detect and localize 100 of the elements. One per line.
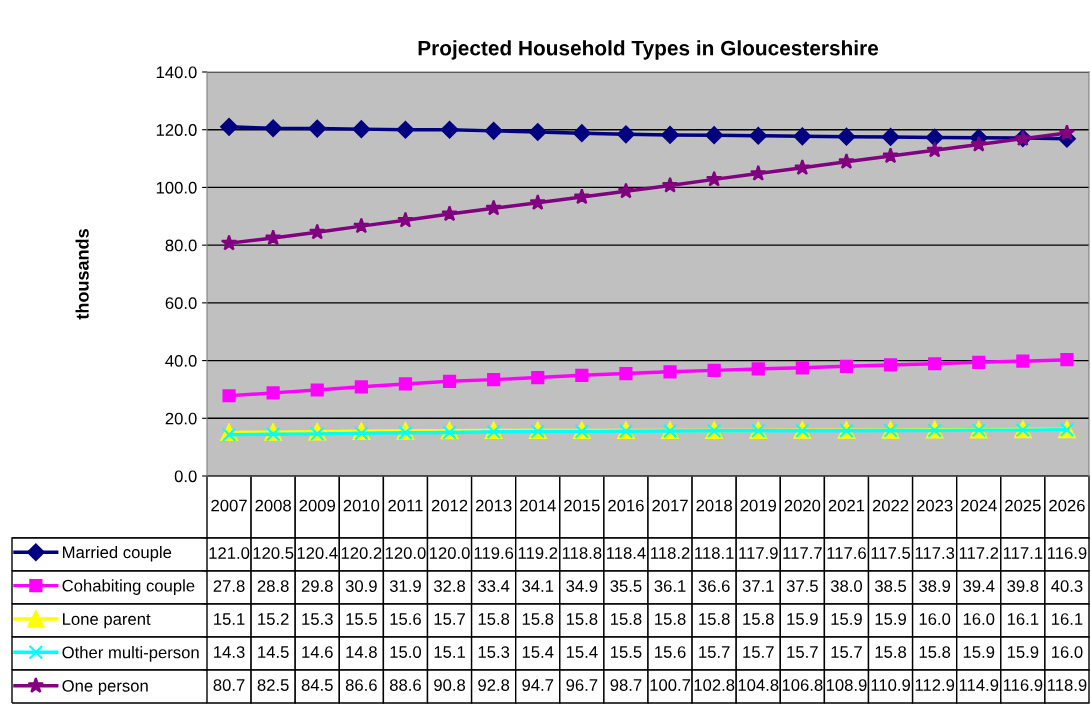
data-label: 15.9	[1007, 646, 1039, 658]
data-label: 15.1	[434, 646, 465, 658]
data-label: 82.5	[257, 679, 289, 691]
data-label: 118.4	[606, 547, 646, 559]
data-label: 15.7	[831, 646, 862, 658]
legend-label: One person	[62, 679, 148, 696]
data-label: 34.1	[522, 580, 554, 592]
data-label: 120.4	[297, 547, 338, 559]
data-label: 14.8	[346, 646, 377, 658]
data-label: 15.1	[214, 613, 245, 625]
data-label: 117.7	[783, 547, 822, 559]
data-label: 15.7	[434, 613, 465, 625]
data-label: 29.8	[301, 580, 333, 592]
data-label: 15.6	[390, 613, 421, 625]
x-tick-label: 2014	[520, 499, 556, 512]
data-label: 118.2	[651, 547, 690, 559]
data-label: 15.2	[258, 613, 289, 625]
legend-label: Other multi-person	[62, 646, 199, 662]
data-label: 120.0	[429, 547, 470, 559]
y-tick-label: 120.0	[156, 124, 197, 136]
data-label: 98.7	[610, 679, 642, 691]
data-label: 30.9	[345, 580, 377, 592]
data-label: 117.1	[1003, 547, 1043, 559]
data-label: 84.5	[301, 679, 333, 691]
data-label: 106.8	[782, 679, 823, 691]
x-tick-label: 2020	[784, 499, 821, 512]
data-label: 80.7	[213, 679, 245, 691]
data-label: 16.0	[1052, 646, 1083, 658]
data-label: 35.5	[610, 580, 642, 592]
data-label: 15.9	[963, 646, 995, 658]
data-label: 117.6	[827, 547, 866, 559]
data-label: 28.8	[257, 580, 289, 592]
y-tick-label: 140.0	[156, 66, 197, 79]
data-label: 100.7	[650, 679, 691, 691]
data-label: 114.9	[959, 679, 999, 691]
data-label: 118.8	[562, 547, 602, 559]
data-label: 15.9	[787, 613, 818, 625]
x-tick-label: 2016	[608, 499, 644, 512]
data-label: 121.0	[209, 547, 250, 559]
data-label: 15.9	[831, 613, 862, 625]
data-label: 120.5	[253, 547, 294, 559]
data-label: 120.2	[341, 547, 382, 559]
x-tick-label: 2010	[343, 499, 380, 512]
data-label: 16.0	[963, 613, 995, 625]
data-label: 14.6	[302, 646, 333, 658]
data-label: 15.8	[699, 613, 730, 625]
x-tick-label: 2019	[740, 499, 776, 512]
data-label: 38.0	[830, 580, 863, 592]
x-tick-label: 2023	[916, 499, 953, 512]
data-label: 15.3	[302, 613, 333, 625]
x-tick-label: 2011	[388, 499, 423, 512]
x-tick-label: 2015	[564, 499, 600, 512]
data-label: 15.6	[655, 646, 686, 658]
x-tick-label: 2012	[431, 499, 468, 512]
x-tick-label: 2025	[1005, 499, 1041, 512]
data-label: 15.8	[478, 613, 510, 625]
data-label: 110.9	[871, 679, 910, 691]
y-tick-label: 0.0	[174, 470, 197, 483]
x-tick-label: 2008	[255, 499, 291, 512]
data-label: 102.8	[694, 679, 735, 691]
data-label: 15.4	[522, 646, 554, 658]
data-label: 108.9	[826, 679, 867, 691]
data-label: 36.1	[654, 580, 686, 592]
data-label: 15.8	[566, 613, 598, 625]
data-label: 119.2	[518, 547, 558, 559]
data-label: 15.7	[787, 646, 818, 658]
data-label: 39.8	[1007, 580, 1039, 592]
data-label: 112.9	[915, 679, 955, 691]
data-label: 31.9	[389, 580, 421, 592]
x-tick-label: 2017	[652, 499, 688, 512]
data-label: 92.8	[478, 679, 510, 691]
y-axis-title: thousands	[75, 229, 89, 320]
data-label: 86.6	[345, 679, 377, 691]
x-tick-label: 2007	[211, 499, 247, 512]
data-label: 15.8	[743, 613, 774, 625]
y-tick-label: 40.0	[165, 354, 197, 367]
data-label: 36.6	[698, 580, 730, 592]
legend-label: Married couple	[63, 546, 172, 562]
data-label: 15.7	[699, 646, 730, 658]
x-tick-label: 2009	[299, 499, 335, 512]
x-tick-label: 2026	[1049, 499, 1085, 512]
data-label: 117.3	[915, 547, 955, 559]
data-label: 38.5	[874, 580, 907, 592]
data-label: 33.4	[478, 580, 510, 592]
data-label: 15.5	[346, 613, 377, 625]
data-label: 88.6	[389, 679, 421, 691]
data-label: 16.1	[1052, 613, 1083, 625]
data-label: 117.5	[871, 547, 911, 559]
chart-title: Projected Household Types in Gloucestershire	[418, 40, 879, 60]
y-tick-label: 20.0	[165, 412, 197, 425]
data-label: 27.8	[213, 580, 245, 592]
data-label: 37.5	[786, 580, 818, 592]
data-label: 16.0	[919, 613, 951, 625]
x-tick-label: 2021	[828, 499, 865, 512]
x-tick-label: 2022	[872, 499, 909, 512]
data-label: 32.8	[433, 580, 466, 592]
data-label: 15.8	[522, 613, 554, 625]
data-label: 39.4	[963, 580, 995, 592]
data-label: 120.0	[385, 547, 426, 559]
data-label: 15.9	[875, 613, 906, 625]
